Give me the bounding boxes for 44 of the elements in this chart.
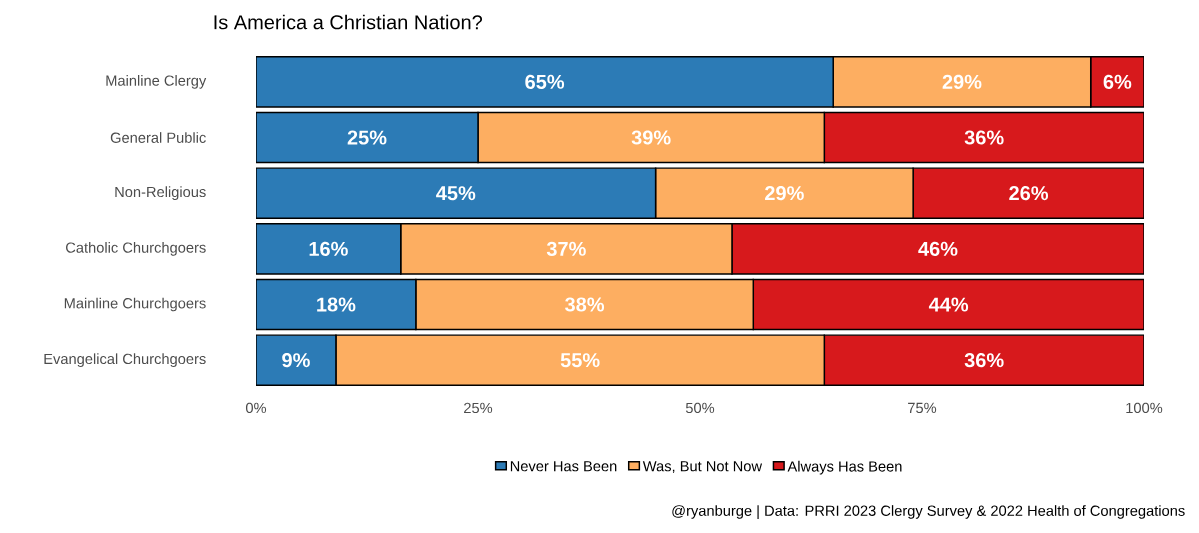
y-tick-label: Non-Religious: [115, 186, 206, 200]
y-tick-label: Mainline Churchgoers: [64, 297, 206, 312]
data-label: 16%: [309, 241, 348, 256]
x-tick-label: 50%: [685, 402, 715, 414]
data-label: 55%: [560, 353, 600, 368]
data-label: 29%: [765, 186, 804, 201]
chart-title: Is America a Christian Nation?: [214, 14, 483, 30]
bar: [256, 278, 417, 331]
bar: [823, 111, 1144, 164]
data-label: 25%: [347, 130, 387, 145]
bar: [256, 167, 657, 219]
data-label: 46%: [918, 241, 958, 256]
data-label: 39%: [631, 130, 671, 145]
bar: [912, 167, 1144, 219]
legend-label: Was, But Not Now: [642, 461, 763, 474]
data-label: 18%: [317, 297, 356, 312]
data-label: 38%: [565, 297, 605, 312]
bar: [256, 223, 402, 275]
legend-label: Never Has Been: [510, 461, 617, 472]
data-label: 29%: [942, 74, 982, 89]
data-label: 44%: [928, 297, 969, 312]
data-label: 26%: [1009, 186, 1049, 201]
legend-label: Always Has Been: [787, 460, 902, 475]
data-label: 45%: [436, 186, 476, 201]
text: @ryanburge | Data: PRRI 2023 Clergy Survey & 2022 Health of Congregations: [672, 505, 1185, 519]
y-tick-label: Catholic Churchgoers: [66, 242, 206, 256]
data-label: 37%: [546, 241, 586, 256]
y-tick-label: General Public: [110, 132, 206, 143]
data-label: 65%: [525, 74, 565, 89]
bar: [823, 334, 1144, 386]
x-tick-label: 75%: [908, 402, 937, 414]
x-tick-label: 100%: [1126, 402, 1163, 414]
x-tick-label: 25%: [464, 402, 493, 414]
bar: [752, 278, 1144, 331]
data-label: 9%: [282, 353, 310, 368]
bar: [256, 111, 479, 164]
data-label: 36%: [964, 130, 1004, 145]
bar: [731, 223, 1144, 275]
y-tick-label: Evangelical Churchgoers: [44, 353, 206, 367]
bar: [256, 56, 834, 108]
data-label: 6%: [1103, 74, 1132, 89]
y-tick-label: Mainline Clergy: [106, 75, 207, 89]
x-tick-label: 0%: [245, 402, 267, 414]
data-label: 36%: [964, 353, 1004, 368]
